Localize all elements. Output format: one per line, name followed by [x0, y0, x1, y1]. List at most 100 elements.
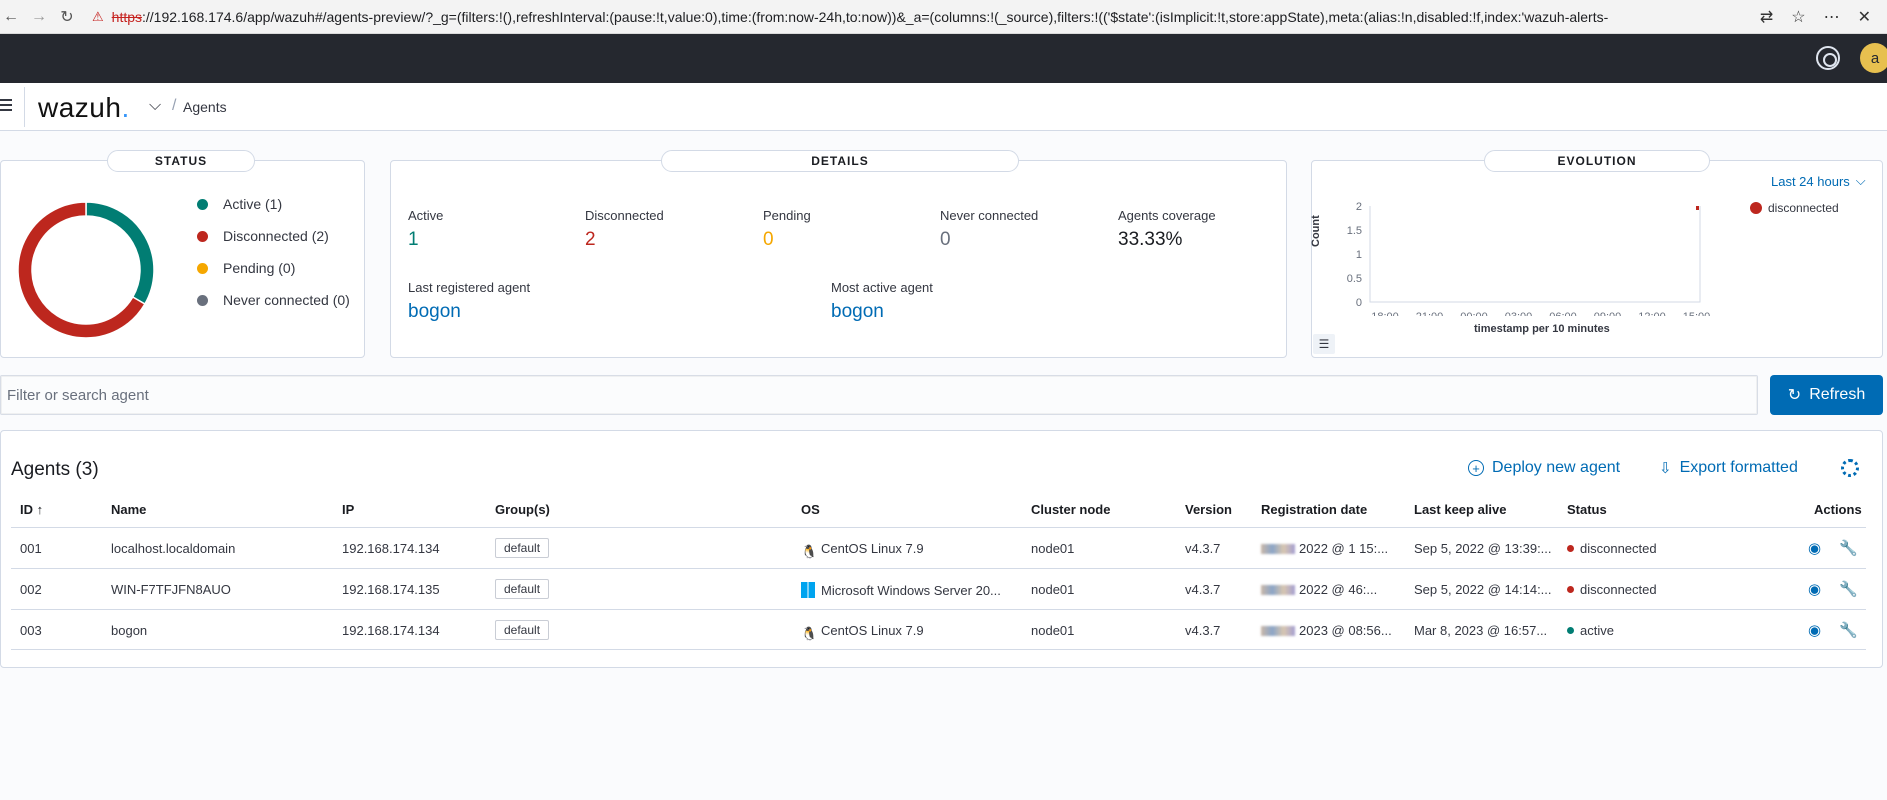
- help-icon[interactable]: [1816, 46, 1840, 70]
- close-tab-icon[interactable]: ✕: [1857, 9, 1871, 26]
- cell-last-keep-alive: Sep 5, 2022 @ 14:14:...: [1414, 582, 1552, 597]
- column-header-registration-date[interactable]: Registration date: [1261, 502, 1368, 517]
- time-range-picker[interactable]: Last 24 hours ⌵: [1771, 173, 1866, 189]
- group-badge[interactable]: default: [495, 538, 550, 558]
- x-tick-label: 03:00: [1505, 311, 1533, 316]
- back-icon[interactable]: ←: [3, 8, 19, 25]
- status-badge: disconnected: [1580, 582, 1657, 597]
- donut-slice-active[interactable]: [85, 201, 155, 306]
- legend-label: Active (1): [223, 196, 283, 212]
- app-header: wazuh. ⌵ / Agents: [0, 83, 1887, 131]
- browser-toolbar: ← → ↻ ⚠ https ://192.168.174.6/app/wazuh…: [0, 0, 1887, 34]
- pending-value[interactable]: 0: [763, 229, 774, 250]
- agents-table-title: Agents (3): [11, 459, 99, 480]
- chevron-down-icon: ⌵: [1855, 173, 1866, 188]
- column-header-os[interactable]: OS: [801, 502, 820, 517]
- column-header-groups[interactable]: Group(s): [495, 502, 550, 517]
- cell-status: disconnected: [1567, 541, 1657, 556]
- translate-icon[interactable]: ⇄: [1759, 9, 1774, 26]
- windows-icon: [801, 582, 815, 598]
- breadcrumb-separator: /: [172, 97, 177, 114]
- cell-id: 002: [20, 582, 42, 597]
- reload-icon[interactable]: ↻: [60, 9, 74, 26]
- cell-ip: 192.168.174.135: [342, 582, 440, 597]
- status-donut-chart: [17, 201, 155, 339]
- group-badge[interactable]: default: [495, 620, 550, 640]
- list-view-icon[interactable]: ☰: [1313, 334, 1335, 354]
- never-connected-label: Never connected: [940, 208, 1039, 223]
- most-active-value[interactable]: bogon: [831, 301, 884, 322]
- details-panel: DETAILS Active 1 Disconnected 2 Pending …: [390, 150, 1287, 358]
- redacted-region: [1261, 585, 1295, 595]
- cell-cluster-node: node01: [1031, 582, 1075, 597]
- view-eye-icon[interactable]: ◉: [1808, 622, 1822, 639]
- active-value[interactable]: 1: [408, 229, 419, 250]
- chevron-down-icon[interactable]: ⌵: [149, 97, 162, 114]
- evolution-panel: EVOLUTION: [1311, 150, 1883, 358]
- evolution-legend[interactable]: disconnected: [1750, 201, 1839, 215]
- linux-icon: 🐧: [801, 544, 818, 559]
- column-header-ip[interactable]: IP: [342, 502, 355, 517]
- cell-ip: 192.168.174.134: [342, 541, 440, 556]
- refresh-button[interactable]: ↻ Refresh: [1770, 375, 1883, 415]
- cell-version: v4.3.7: [1185, 582, 1221, 597]
- insecure-icon: ⚠: [92, 9, 104, 24]
- view-eye-icon[interactable]: ◉: [1808, 540, 1822, 557]
- cell-id: 003: [20, 623, 42, 638]
- cell-status: active: [1567, 623, 1614, 638]
- column-header-cluster-node[interactable]: Cluster node: [1031, 502, 1111, 517]
- search-input[interactable]: [1, 376, 1757, 414]
- refresh-label: Refresh: [1809, 386, 1866, 403]
- disconnected-datapoint[interactable]: [1696, 206, 1699, 210]
- legend-never-connected[interactable]: Never connected (0): [197, 292, 350, 308]
- y-tick-label: 0: [1356, 297, 1362, 309]
- configure-wrench-icon[interactable]: 🔧: [1839, 540, 1858, 557]
- details-panel-title: DETAILS: [661, 150, 1019, 172]
- never-connected-value[interactable]: 0: [940, 229, 951, 250]
- x-tick-label: 18:00: [1371, 311, 1399, 316]
- refresh-icon: ↻: [1787, 387, 1802, 404]
- column-header-version[interactable]: Version: [1185, 502, 1232, 517]
- legend-dot-disconnected: [1750, 202, 1762, 214]
- y-tick-label: 1: [1356, 249, 1362, 261]
- logo-text: wazuh: [38, 92, 122, 123]
- avatar[interactable]: a: [1860, 43, 1887, 73]
- cell-os-label: CentOS Linux 7.9: [821, 623, 924, 638]
- forward-icon[interactable]: →: [31, 8, 47, 25]
- disconnected-value[interactable]: 2: [585, 229, 596, 250]
- gear-icon[interactable]: [1841, 459, 1859, 477]
- legend-active[interactable]: Active (1): [197, 196, 282, 212]
- view-eye-icon[interactable]: ◉: [1808, 581, 1822, 598]
- more-icon[interactable]: ⋯: [1823, 9, 1840, 26]
- hamburger-menu-icon[interactable]: [0, 99, 12, 111]
- export-formatted-button[interactable]: ⇩ Export formatted: [1659, 459, 1798, 477]
- configure-wrench-icon[interactable]: 🔧: [1839, 581, 1858, 598]
- column-header-last-keep-alive[interactable]: Last keep alive: [1414, 502, 1507, 517]
- legend-disconnected[interactable]: Disconnected (2): [197, 228, 329, 244]
- column-header-id[interactable]: ID ↑: [20, 502, 43, 517]
- table-row[interactable]: 003 bogon 192.168.174.134 default 🐧 CentO…: [11, 609, 1866, 650]
- address-bar[interactable]: ⚠ https ://192.168.174.6/app/wazuh#/agen…: [92, 3, 1732, 31]
- configure-wrench-icon[interactable]: 🔧: [1839, 622, 1858, 639]
- cell-os: 🐧 CentOS Linux 7.9: [801, 541, 924, 560]
- redacted-region: [1261, 626, 1295, 636]
- coverage-label: Agents coverage: [1118, 208, 1216, 223]
- last-registered-value[interactable]: bogon: [408, 301, 461, 322]
- group-badge[interactable]: default: [495, 579, 550, 599]
- column-header-name[interactable]: Name: [111, 502, 147, 517]
- column-header-status[interactable]: Status: [1567, 502, 1607, 517]
- wazuh-logo[interactable]: wazuh.: [38, 92, 130, 124]
- cell-cluster-node: node01: [1031, 541, 1075, 556]
- legend-pending[interactable]: Pending (0): [197, 260, 295, 276]
- cell-status: disconnected: [1567, 582, 1657, 597]
- bookmark-star-icon[interactable]: ☆: [1791, 9, 1806, 26]
- search-field[interactable]: [0, 375, 1758, 415]
- donut-slice-disconnected[interactable]: [17, 201, 146, 339]
- table-row[interactable]: 002 WIN-F7TFJFN8AUO 192.168.174.135 defa…: [11, 568, 1866, 609]
- table-row[interactable]: 001 localhost.localdomain 192.168.174.13…: [11, 527, 1866, 568]
- header-divider: [24, 87, 25, 127]
- breadcrumb[interactable]: Agents: [183, 99, 227, 115]
- legend-dot-active: [197, 198, 208, 210]
- deploy-new-agent-button[interactable]: + Deploy new agent: [1468, 459, 1620, 477]
- legend-label: Never connected (0): [223, 292, 350, 308]
